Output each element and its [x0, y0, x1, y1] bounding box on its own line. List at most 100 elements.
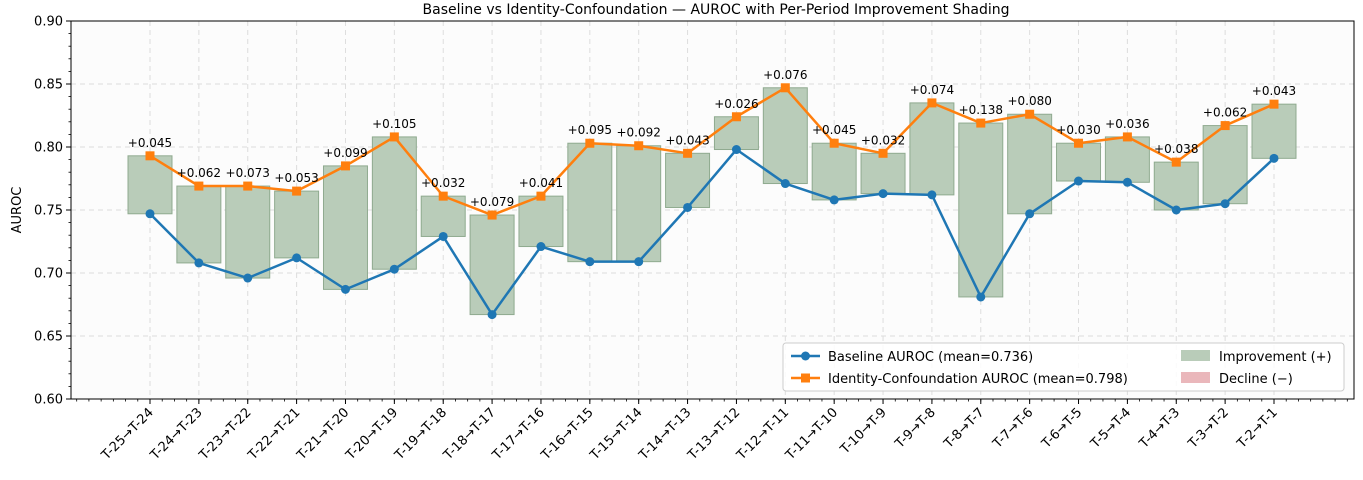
improvement-label: +0.041	[519, 176, 563, 190]
improvement-label: +0.036	[1105, 117, 1149, 131]
x-tick-label: T-17→T-16	[489, 405, 548, 464]
y-tick-label: 0.65	[34, 330, 63, 345]
identity-point	[780, 83, 790, 93]
legend-improvement-label: Improvement (+)	[1219, 350, 1332, 365]
identity-point	[976, 118, 986, 128]
x-tick-label: T-8→T-7	[941, 405, 988, 452]
x-tick-label: T-23→T-22	[196, 405, 255, 464]
baseline-point	[1074, 176, 1084, 186]
improvement-bar	[1007, 113, 1053, 215]
improvement-bar	[176, 185, 222, 264]
improvement-bar	[762, 87, 808, 185]
x-tick-label: T-16→T-15	[538, 405, 597, 464]
improvement-bars	[127, 87, 1297, 316]
identity-point	[1122, 132, 1132, 142]
baseline-point	[1269, 153, 1279, 163]
y-axis-label: AUROC	[10, 187, 25, 234]
baseline-point	[1171, 205, 1181, 215]
improvement-label: +0.092	[616, 126, 660, 140]
baseline-point	[780, 179, 790, 189]
improvement-bar	[518, 195, 564, 248]
baseline-point	[731, 145, 741, 155]
identity-point	[487, 210, 497, 220]
baseline-point	[389, 264, 399, 274]
identity-point	[634, 141, 644, 151]
baseline-point	[340, 284, 350, 294]
baseline-point	[1220, 199, 1230, 209]
x-tick-label: T-11→T-10	[782, 405, 841, 464]
y-tick-label: 0.90	[34, 15, 63, 30]
baseline-point	[1122, 177, 1132, 187]
baseline-line	[149, 148, 1275, 316]
baseline-point	[683, 202, 693, 212]
plot-frame	[70, 20, 1355, 400]
improvement-label: +0.030	[1056, 123, 1100, 137]
x-tick-label: T-19→T-18	[391, 405, 450, 464]
baseline-point	[243, 273, 253, 283]
x-tick-label: T-6→T-5	[1038, 405, 1085, 452]
improvement-label: +0.038	[1154, 142, 1198, 156]
identity-point	[438, 191, 448, 201]
x-tick-label: T-2→T-1	[1234, 405, 1281, 452]
improvement-label: +0.045	[812, 123, 856, 137]
improvement-label: +0.062	[177, 166, 221, 180]
identity-point	[536, 191, 546, 201]
legend-baseline-marker	[801, 351, 810, 361]
identity-point	[1220, 121, 1230, 131]
identity-point	[829, 138, 839, 148]
improvement-bar	[713, 116, 759, 151]
baseline-point	[634, 257, 644, 267]
improvement-labels: +0.045 +0.062 +0.073 +0.053 +0.099 +0.105 +0.0…	[128, 68, 1296, 209]
baseline-point	[829, 195, 839, 205]
chart-title: Baseline vs Identity-Confoundation — AUR…	[423, 2, 1010, 18]
improvement-label: +0.099	[323, 146, 367, 160]
identity-point	[927, 98, 937, 108]
improvement-label: +0.079	[470, 195, 514, 209]
x-tick-label: T-21→T-20	[294, 405, 353, 464]
improvement-bar	[860, 152, 906, 195]
identity-point	[1269, 99, 1279, 109]
improvement-label: +0.053	[274, 171, 318, 185]
x-tick-label: T-13→T-12	[685, 405, 744, 464]
x-tick-label: T-18→T-17	[440, 405, 499, 464]
x-tick-label: T-14→T-13	[636, 405, 695, 464]
legend-decline-label: Decline (−)	[1219, 372, 1293, 387]
baseline-point	[194, 258, 204, 268]
x-tick-label: T-7→T-6	[990, 405, 1037, 452]
improvement-bar	[909, 102, 955, 196]
improvement-bar	[371, 136, 417, 270]
x-tick-label: T-3→T-2	[1185, 405, 1232, 452]
x-tick-label: T-24→T-23	[147, 405, 206, 464]
identity-point	[1171, 157, 1181, 167]
legend-improvement-patch	[1181, 350, 1210, 361]
improvement-label: +0.032	[421, 176, 465, 190]
improvement-bar	[322, 165, 368, 290]
x-tick-label: T-10→T-9	[837, 405, 890, 458]
legend-baseline-label: Baseline AUROC (mean=0.736)	[828, 350, 1033, 365]
improvement-label: +0.073	[226, 166, 270, 180]
baseline-point	[438, 231, 448, 241]
improvement-label: +0.043	[665, 133, 709, 147]
series-lines	[149, 86, 1275, 316]
x-tick-label: T-5→T-4	[1087, 405, 1134, 452]
baseline-point	[878, 189, 888, 199]
identity-point	[389, 132, 399, 142]
identity-point	[878, 148, 888, 158]
x-tick-label: T-15→T-14	[587, 405, 646, 464]
identity-point	[243, 181, 253, 191]
identity-line	[149, 86, 1275, 217]
baseline-point	[292, 253, 302, 263]
x-tick-label: T-22→T-21	[245, 405, 304, 464]
improvement-label: +0.026	[714, 97, 758, 111]
y-tick-label: 0.85	[34, 78, 63, 93]
baseline-point	[145, 209, 155, 219]
y-tick-label: 0.75	[34, 204, 63, 219]
improvement-bar	[469, 214, 515, 316]
baseline-point	[1025, 209, 1035, 219]
improvement-label: +0.074	[910, 83, 954, 97]
improvement-label: +0.105	[372, 117, 416, 131]
x-tick-label: T-9→T-8	[892, 405, 939, 452]
y-tick-label: 0.60	[34, 393, 63, 408]
improvement-bar	[225, 185, 271, 279]
